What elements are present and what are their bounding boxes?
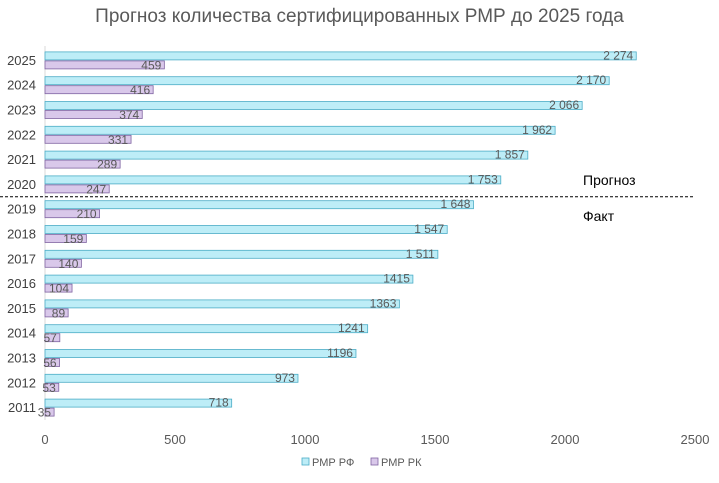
bar-rmp-rf	[44, 398, 233, 408]
x-tick-label: 1500	[421, 432, 450, 447]
bar-rmp-rf	[44, 76, 610, 86]
legend-swatch-rmp-rf	[301, 457, 310, 466]
category-label: 2022	[7, 127, 36, 142]
data-label-rmp-rf: 1 547	[414, 222, 444, 236]
bar-rmp-rf	[44, 150, 529, 160]
data-label-rmp-rk: 289	[97, 158, 117, 172]
data-label-rmp-rf: 2 274	[603, 48, 633, 62]
data-label-rmp-rk: 247	[86, 182, 106, 196]
bar-rmp-rk	[44, 283, 73, 293]
category-label: 2015	[7, 301, 36, 316]
x-tick-label: 1000	[291, 432, 320, 447]
data-label-rmp-rk: 57	[43, 331, 57, 345]
x-tick-label: 2000	[551, 432, 580, 447]
category-label: 2024	[7, 78, 36, 93]
data-label-rmp-rf: 2 170	[576, 73, 606, 87]
data-label-rmp-rk: 104	[49, 282, 69, 296]
bar-rmp-rf	[44, 225, 448, 234]
bar-rmp-rk	[44, 234, 87, 243]
data-label-rmp-rk: 331	[108, 133, 128, 147]
data-label-rmp-rf: 1241	[338, 321, 365, 335]
bar-rmp-rf	[44, 125, 556, 135]
data-label-rmp-rf: 1 511	[406, 247, 435, 261]
bar-rmp-rk	[44, 258, 82, 268]
data-label-rmp-rk: 159	[63, 232, 83, 246]
category-label: 2014	[7, 326, 36, 341]
legend-label-rmp-rk: РМР РК	[381, 457, 422, 469]
data-label-rmp-rf: 1415	[383, 272, 410, 286]
bar-rmp-rk	[44, 358, 60, 367]
bar-rmp-rk	[44, 159, 121, 169]
bar-rmp-rk	[44, 134, 132, 144]
data-label-rmp-rk: 89	[52, 306, 66, 320]
annotation-forecast: Прогноз	[583, 172, 636, 188]
bar-rmp-rf	[44, 299, 400, 309]
data-label-rmp-rk: 56	[43, 356, 57, 370]
bar-rmp-rf	[44, 200, 474, 210]
data-label-rmp-rf: 1 857	[495, 148, 525, 162]
data-label-rmp-rf: 718	[209, 396, 229, 410]
data-label-rmp-rf: 1196	[327, 346, 353, 360]
category-label: 2016	[7, 276, 36, 291]
x-tick-label: 0	[41, 432, 48, 447]
bar-rmp-rk	[44, 60, 165, 70]
category-label: 2019	[7, 202, 36, 217]
category-label: 2011	[8, 400, 36, 415]
bar-rmp-rf	[44, 274, 414, 284]
data-label-rmp-rk: 374	[119, 108, 139, 122]
bar-rmp-rk	[44, 407, 55, 417]
chart-title: Прогноз количества сертифицированных РМР…	[95, 6, 624, 27]
data-label-rmp-rf: 1 962	[522, 123, 552, 137]
data-label-rmp-rf: 1 648	[440, 197, 470, 211]
bar-rmp-rf	[44, 349, 357, 358]
category-label: 2021	[7, 152, 36, 167]
legend-swatch-rmp-rk	[370, 457, 379, 466]
category-label: 2012	[7, 375, 36, 390]
bar-rmp-rk	[44, 209, 100, 219]
data-label-rmp-rf: 2 066	[549, 98, 579, 112]
bar-rmp-rf	[44, 373, 299, 383]
data-label-rmp-rf: 973	[275, 371, 295, 385]
bar-rmp-rk	[44, 110, 143, 119]
category-label: 2025	[7, 53, 36, 68]
bar-rmp-rf	[44, 101, 583, 110]
x-tick-label: 500	[164, 432, 186, 447]
data-label-rmp-rk: 140	[58, 257, 78, 271]
bar-rmp-rf	[44, 175, 502, 185]
legend-label-rmp-rf: РМР РФ	[312, 457, 354, 469]
annotation-fact: Факт	[583, 208, 615, 224]
data-label-rmp-rk: 416	[130, 83, 150, 97]
bar-rmp-rk	[44, 333, 61, 343]
category-label: 2023	[7, 103, 36, 118]
bar-rmp-rk	[44, 308, 69, 318]
data-label-rmp-rk: 210	[77, 207, 97, 221]
bar-rmp-rk	[44, 184, 110, 194]
data-label-rmp-rk: 459	[141, 58, 161, 72]
category-label: 2020	[7, 177, 36, 192]
x-tick-label: 2500	[681, 432, 710, 447]
category-label: 2017	[7, 251, 36, 266]
bar-rmp-rf	[44, 324, 369, 334]
bar-rmp-rk	[44, 382, 60, 392]
bar-rmp-rf	[44, 51, 637, 61]
data-label-rmp-rk: 35	[38, 406, 52, 420]
data-label-rmp-rk: 53	[42, 381, 56, 395]
bar-rmp-rf	[44, 249, 439, 259]
data-label-rmp-rf: 1363	[370, 296, 397, 310]
category-label: 2013	[7, 351, 36, 366]
bar-rmp-rk	[44, 85, 154, 95]
data-label-rmp-rf: 1 753	[468, 172, 498, 186]
category-label: 2018	[7, 227, 36, 242]
